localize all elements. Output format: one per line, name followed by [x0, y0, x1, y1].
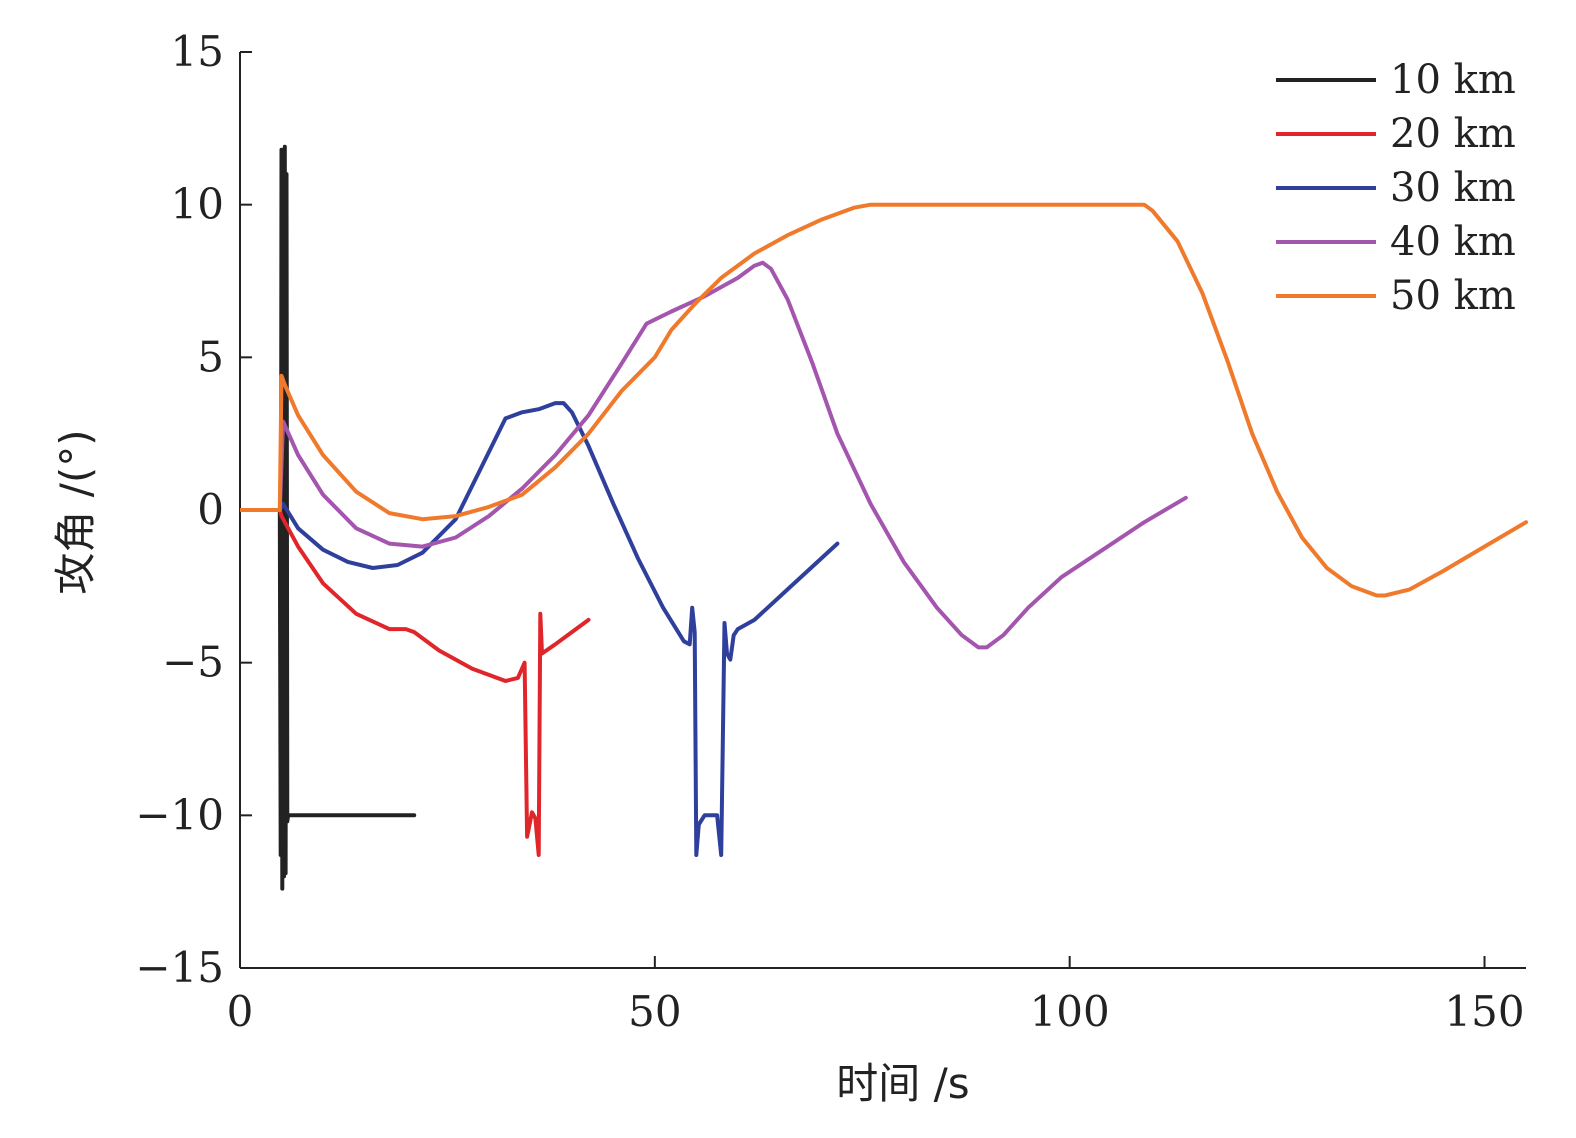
series-line-50-km	[240, 202, 1528, 598]
y-tick-label: 0	[197, 485, 224, 534]
legend: 10 km 20 km 30 km 40 km 50 km	[1276, 57, 1516, 319]
series-line-10-km	[240, 144, 417, 891]
series-line-40-km	[240, 260, 1188, 650]
legend-label: 20 km	[1390, 111, 1516, 157]
y-axis-title: 攻角 /(°)	[51, 429, 100, 594]
series-line-20-km	[240, 508, 591, 857]
legend-label: 50 km	[1390, 273, 1516, 319]
x-tick-label: 50	[628, 987, 681, 1036]
y-tick-label: 5	[197, 332, 224, 381]
legend-label: 10 km	[1390, 57, 1516, 103]
x-tick-label: 0	[227, 987, 254, 1036]
x-ticks: 0 50 100 150	[227, 956, 1525, 1036]
x-tick-label: 150	[1444, 987, 1524, 1036]
y-tick-label: −15	[135, 943, 224, 992]
y-ticks: −15 −10 −5 0 5 10 15	[135, 27, 252, 992]
plot-area	[240, 144, 1528, 891]
x-tick-label: 100	[1030, 987, 1110, 1036]
legend-label: 30 km	[1390, 165, 1516, 211]
legend-label: 40 km	[1390, 219, 1516, 265]
y-tick-label: −5	[162, 638, 224, 687]
series-line-30-km	[240, 401, 840, 857]
y-tick-label: −10	[135, 790, 224, 839]
x-axis-title: 时间 /s	[836, 1059, 969, 1108]
y-tick-label: 15	[171, 27, 224, 76]
y-tick-label: 10	[171, 180, 224, 229]
